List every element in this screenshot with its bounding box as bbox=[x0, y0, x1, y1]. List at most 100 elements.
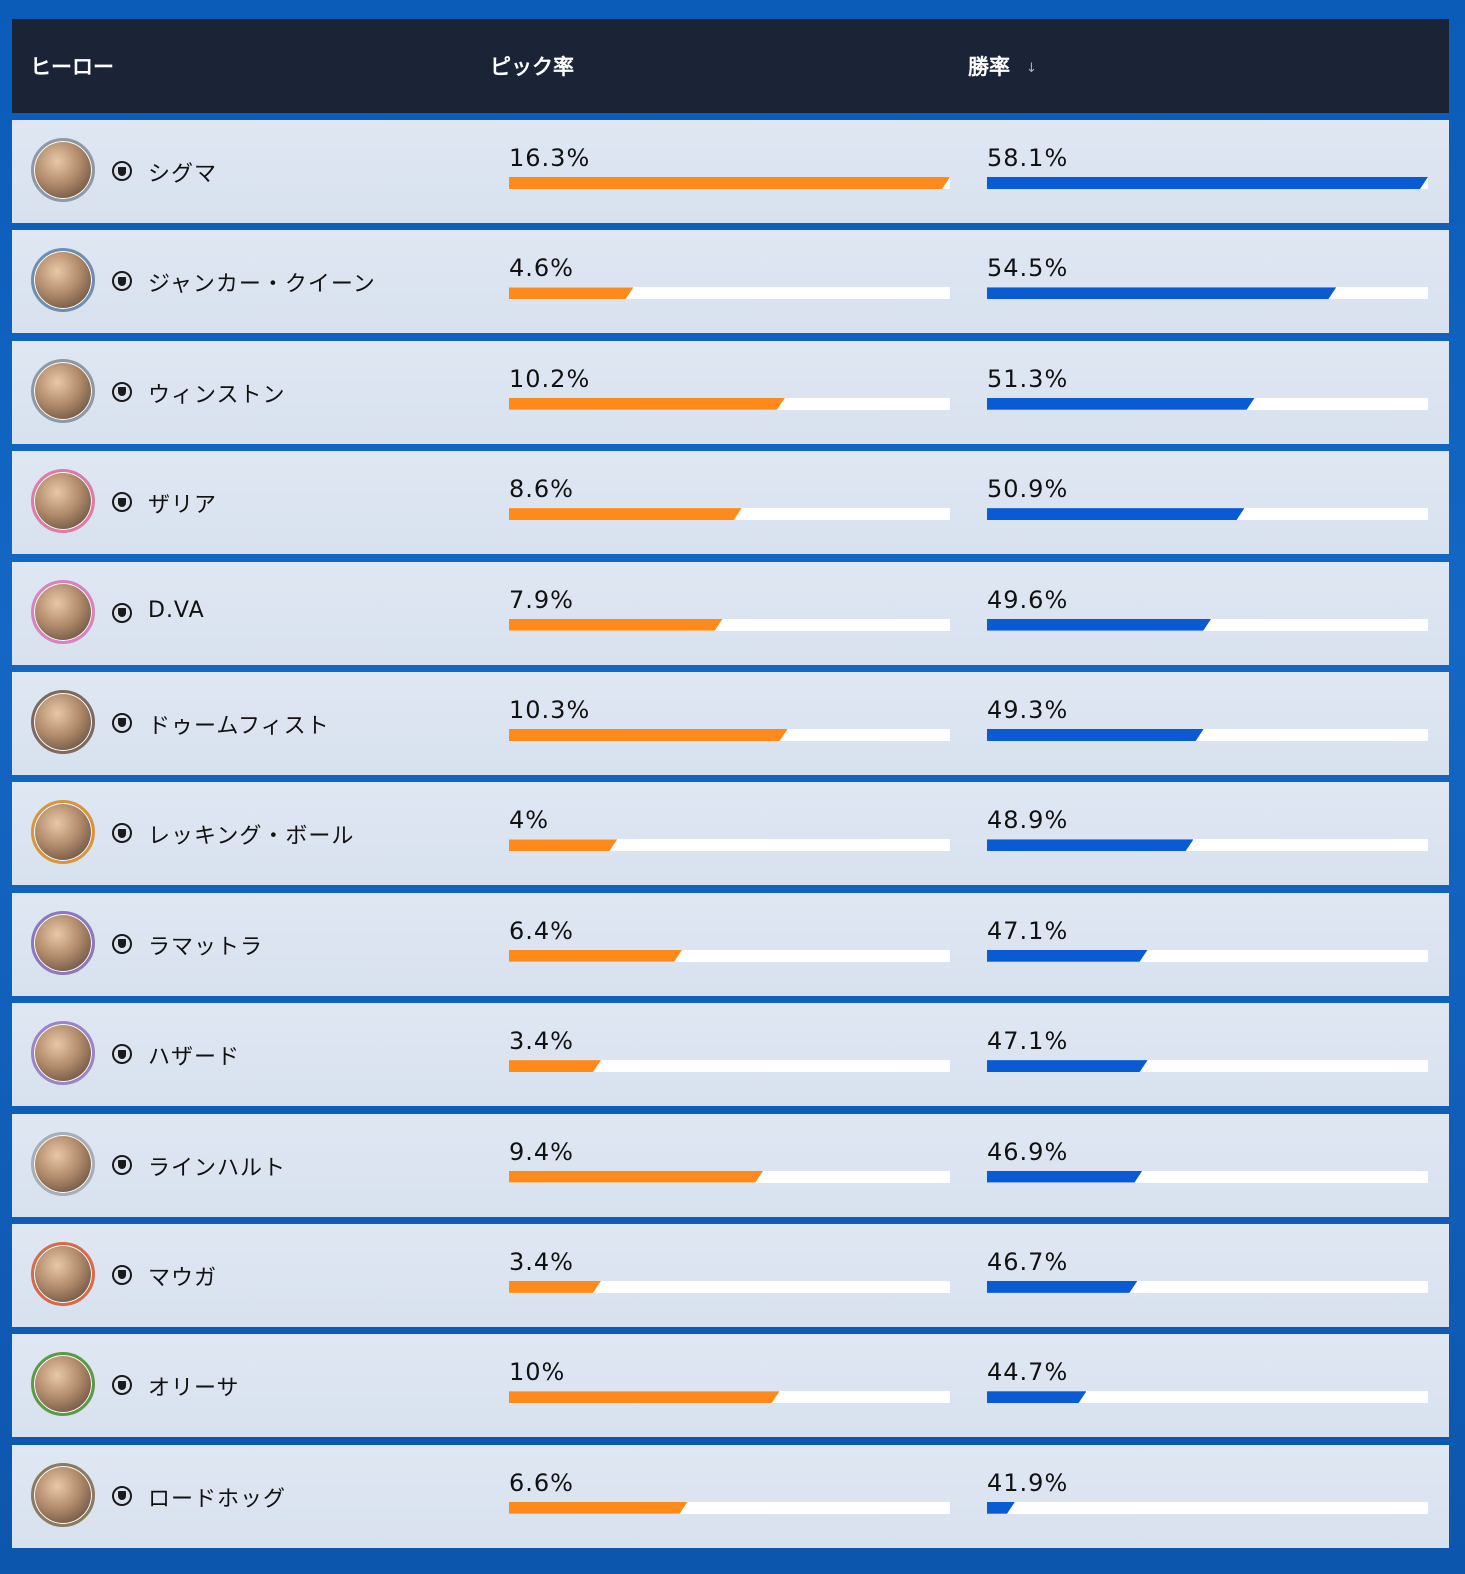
hero-name[interactable]: ラマットラ bbox=[148, 934, 264, 960]
win-rate-cell: 51.3% bbox=[987, 365, 1428, 410]
pick-rate-cell: 6.6% bbox=[509, 1469, 950, 1514]
tank-role-icon bbox=[112, 271, 132, 292]
tank-role-icon bbox=[112, 712, 132, 733]
table-row[interactable]: マウガ 3.4% 46.7% bbox=[12, 1223, 1449, 1327]
win-rate-bar-fill bbox=[987, 1391, 1086, 1403]
hero-name[interactable]: オリーサ bbox=[148, 1376, 240, 1402]
hero-name[interactable]: レッキング・ボール bbox=[148, 824, 355, 850]
hero-name[interactable]: ウィンストン bbox=[148, 382, 286, 408]
table-row[interactable]: ジャンカー・クイーン 4.6% 54.5% bbox=[12, 230, 1449, 334]
table-row[interactable]: ドゥームフィスト 10.3% 49.3% bbox=[12, 671, 1449, 775]
hero-name[interactable]: マウガ bbox=[148, 1265, 218, 1291]
win-rate-bar-fill bbox=[987, 729, 1204, 741]
win-rate-cell: 41.9% bbox=[987, 1469, 1428, 1514]
column-header-hero[interactable]: ヒーロー bbox=[30, 55, 114, 79]
pick-rate-value: 9.4% bbox=[509, 1137, 574, 1166]
win-rate-bar-fill bbox=[987, 1502, 1015, 1514]
pick-rate-value: 4.6% bbox=[509, 254, 574, 283]
win-rate-value: 54.5% bbox=[987, 254, 1069, 283]
hero-portrait-avatar bbox=[31, 689, 95, 754]
hero-portrait-avatar bbox=[31, 579, 95, 644]
pick-rate-bar-fill bbox=[509, 398, 785, 410]
pick-rate-bar-track bbox=[509, 508, 950, 521]
win-rate-bar-track bbox=[987, 1060, 1428, 1073]
win-rate-bar-fill bbox=[987, 950, 1148, 962]
pick-rate-bar-track bbox=[509, 287, 950, 300]
table-header: ヒーロー ピック率 勝率 ↓ bbox=[12, 19, 1449, 113]
win-rate-cell: 48.9% bbox=[987, 806, 1428, 852]
win-rate-cell: 49.6% bbox=[987, 586, 1428, 631]
hero-name[interactable]: ハザード bbox=[148, 1045, 241, 1071]
tank-role-icon bbox=[112, 933, 132, 954]
hero-portrait-avatar bbox=[31, 358, 95, 423]
sort-descending-icon[interactable]: ↓ bbox=[1026, 60, 1037, 76]
hero-name[interactable]: ロードホッグ bbox=[148, 1486, 287, 1512]
win-rate-bar-fill bbox=[987, 839, 1193, 851]
table-row[interactable]: シグマ 16.3% 58.1% bbox=[12, 120, 1449, 223]
pick-rate-value: 3.4% bbox=[509, 1027, 574, 1056]
pick-rate-bar-track bbox=[509, 1501, 950, 1514]
pick-rate-bar-track bbox=[509, 1391, 950, 1404]
win-rate-bar-fill bbox=[987, 1281, 1137, 1293]
hero-portrait-avatar bbox=[31, 1462, 95, 1527]
table-row[interactable]: ハザード 3.4% 47.1% bbox=[12, 1003, 1449, 1107]
win-rate-bar-track bbox=[987, 1170, 1428, 1183]
win-rate-bar-fill bbox=[987, 287, 1336, 299]
tank-role-icon bbox=[112, 1044, 132, 1065]
hero-portrait-avatar bbox=[31, 1021, 95, 1086]
table-row[interactable]: D.VA 7.9% 49.6% bbox=[12, 561, 1449, 665]
win-rate-cell: 46.7% bbox=[987, 1248, 1428, 1293]
pick-rate-value: 7.9% bbox=[509, 585, 574, 614]
pick-rate-value: 10.3% bbox=[509, 695, 591, 724]
pick-rate-cell: 16.3% bbox=[509, 144, 950, 189]
pick-rate-cell: 4% bbox=[509, 806, 950, 852]
win-rate-value: 41.9% bbox=[987, 1468, 1069, 1497]
column-header-win-rate[interactable]: 勝率 ↓ bbox=[968, 51, 1037, 81]
win-rate-bar-track bbox=[987, 397, 1428, 410]
pick-rate-cell: 8.6% bbox=[509, 475, 950, 521]
hero-name[interactable]: ザリア bbox=[148, 493, 218, 519]
pick-rate-cell: 6.4% bbox=[509, 917, 950, 962]
hero-portrait-avatar bbox=[31, 800, 95, 865]
pick-rate-cell: 3.4% bbox=[509, 1027, 950, 1073]
win-rate-value: 46.7% bbox=[987, 1247, 1069, 1276]
table-row[interactable]: ロードホッグ 6.6% 41.9% bbox=[12, 1444, 1449, 1548]
hero-portrait-avatar bbox=[31, 910, 95, 975]
pick-rate-cell: 10.2% bbox=[509, 365, 950, 410]
table-row[interactable]: オリーサ 10% 44.7% bbox=[12, 1334, 1449, 1438]
table-row[interactable]: ザリア 8.6% 50.9% bbox=[12, 451, 1449, 555]
hero-name[interactable]: ドゥームフィスト bbox=[148, 713, 330, 739]
win-rate-bar-track bbox=[987, 508, 1428, 521]
win-rate-value: 58.1% bbox=[987, 144, 1069, 172]
win-rate-cell: 47.1% bbox=[987, 1027, 1428, 1073]
win-rate-bar-fill bbox=[987, 619, 1211, 631]
hero-name[interactable]: ラインハルト bbox=[148, 1155, 287, 1181]
win-rate-cell: 46.9% bbox=[987, 1138, 1428, 1183]
win-rate-bar-fill bbox=[987, 177, 1428, 189]
win-rate-bar-fill bbox=[987, 1060, 1148, 1072]
tank-role-icon bbox=[112, 602, 132, 623]
tank-role-icon bbox=[112, 823, 132, 844]
hero-name[interactable]: ジャンカー・クイーン bbox=[148, 272, 376, 298]
tank-role-icon bbox=[112, 1375, 132, 1396]
pick-rate-cell: 10% bbox=[509, 1358, 950, 1404]
pick-rate-value: 10.2% bbox=[509, 364, 591, 393]
win-rate-bar-fill bbox=[987, 1171, 1142, 1183]
win-rate-value: 44.7% bbox=[987, 1358, 1069, 1387]
table-row[interactable]: ラインハルト 9.4% 46.9% bbox=[12, 1113, 1449, 1217]
pick-rate-bar-fill bbox=[509, 1281, 601, 1293]
table-row[interactable]: ウィンストン 10.2% 51.3% bbox=[12, 340, 1449, 444]
tank-role-icon bbox=[112, 381, 132, 402]
hero-name[interactable]: シグマ bbox=[148, 162, 218, 187]
pick-rate-bar-fill bbox=[509, 839, 617, 851]
win-rate-bar-track bbox=[987, 177, 1428, 189]
hero-name[interactable]: D.VA bbox=[148, 597, 205, 623]
pick-rate-cell: 9.4% bbox=[509, 1138, 950, 1183]
table-row[interactable]: レッキング・ボール 4% 48.9% bbox=[12, 782, 1449, 886]
tank-role-icon bbox=[112, 492, 132, 513]
tank-role-icon bbox=[112, 1154, 132, 1175]
pick-rate-bar-fill bbox=[509, 1171, 763, 1183]
table-row[interactable]: ラマットラ 6.4% 47.1% bbox=[12, 892, 1449, 996]
column-header-pick-rate[interactable]: ピック率 bbox=[490, 55, 574, 79]
win-rate-value: 47.1% bbox=[987, 1027, 1069, 1056]
